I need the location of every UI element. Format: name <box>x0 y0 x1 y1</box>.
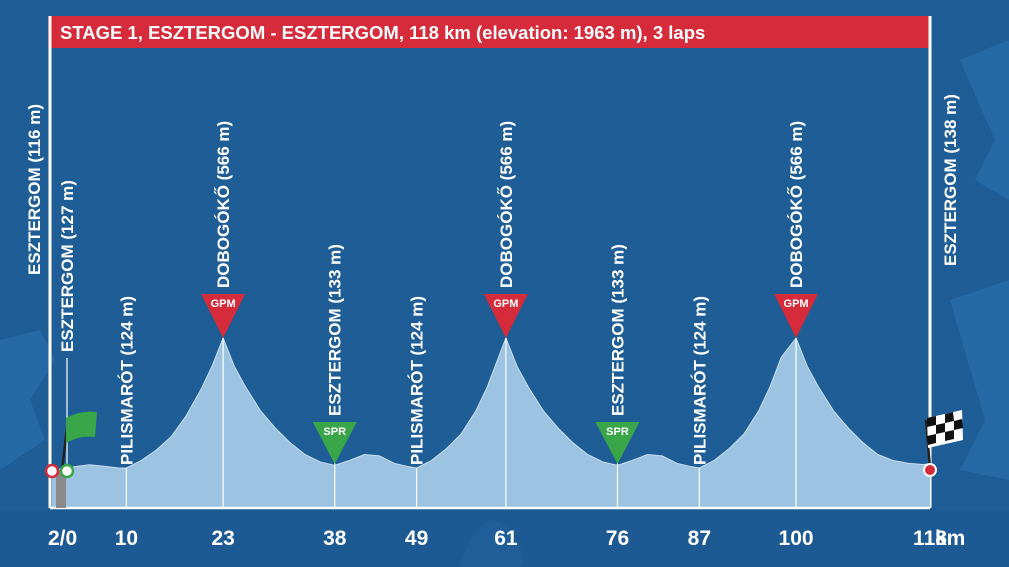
x-tick-label: 61 <box>494 527 518 550</box>
waypoint-5: GPM DOBOGÓKŐ (566 m) <box>483 121 528 508</box>
waypoints: ESZTERGOM (127 m) PILISMARÓT (124 m) GPM DO… <box>58 121 819 508</box>
waypoint-label: DOBOGÓKŐ (566 m) <box>497 121 516 288</box>
gpm-badge-text: GPM <box>211 298 236 310</box>
start-location-label: ESZTERGOM (116 m) <box>25 104 44 275</box>
waypoint-label: PILISMARÓT (124 m) <box>117 296 136 465</box>
chart-title: STAGE 1, ESZTERGOM - ESZTERGOM, 118 km (… <box>60 22 705 43</box>
waypoint-7: PILISMARÓT (124 m) <box>690 296 709 508</box>
waypoint-3: SPR ESZTERGOM (133 m) <box>312 244 357 508</box>
waypoint-label: ESZTERGOM (133 m) <box>326 244 345 416</box>
x-tick-label: 38 <box>323 527 347 550</box>
finish-marker <box>923 410 963 477</box>
gpm-marker-icon <box>201 294 246 338</box>
gpm-marker-icon <box>774 294 819 338</box>
spr-marker-icon <box>312 422 357 464</box>
x-tick-label: 49 <box>405 527 428 550</box>
start-post <box>56 470 66 508</box>
waypoint-label: DOBOGÓKŐ (566 m) <box>787 121 806 288</box>
finish-location-label: ESZTERGOM (138 m) <box>941 94 960 266</box>
x-axis-unit: km <box>935 527 965 550</box>
x-tick-label: 118 <box>913 527 947 550</box>
waypoint-2: GPM DOBOGÓKŐ (566 m) <box>201 121 246 508</box>
waypoint-4: PILISMARÓT (124 m) <box>408 296 427 508</box>
waypoint-label: PILISMARÓT (124 m) <box>408 296 427 465</box>
elevation-profile-area <box>52 338 930 508</box>
x-tick-label: 76 <box>606 527 629 550</box>
start-marker <box>44 411 97 508</box>
waypoint-label: ESZTERGOM (133 m) <box>608 244 627 416</box>
start-green-dot <box>59 463 75 479</box>
x-tick-label: 100 <box>779 527 814 550</box>
gpm-marker-icon <box>483 294 528 338</box>
start-red-dot <box>44 463 60 479</box>
elevation-profile-line <box>51 336 931 471</box>
gpm-badge-text: GPM <box>493 298 518 310</box>
x-tick-label: 87 <box>688 527 711 550</box>
waypoint-1: PILISMARÓT (124 m) <box>117 296 136 508</box>
spr-badge-text: SPR <box>606 426 629 438</box>
waypoint-label: PILISMARÓT (124 m) <box>690 296 709 465</box>
title-banner: STAGE 1, ESZTERGOM - ESZTERGOM, 118 km (… <box>48 16 930 48</box>
finish-dot <box>923 463 937 477</box>
x-tick-label: 23 <box>211 527 234 550</box>
waypoint-6: SPR ESZTERGOM (133 m) <box>595 244 640 508</box>
spr-marker-icon <box>595 422 640 464</box>
x-tick-label: 2/0 <box>48 527 77 550</box>
x-tick-label: 10 <box>115 527 138 550</box>
spr-badge-text: SPR <box>323 426 346 438</box>
checkered-flag-icon <box>927 410 963 448</box>
waypoint-8: GPM DOBOGÓKŐ (566 m) <box>774 121 819 508</box>
waypoint-label: ESZTERGOM (127 m) <box>58 180 77 352</box>
gpm-badge-text: GPM <box>784 298 809 310</box>
waypoint-label: DOBOGÓKŐ (566 m) <box>214 121 233 288</box>
waypoint-0: ESZTERGOM (127 m) <box>58 180 77 465</box>
green-flag-icon <box>66 411 97 443</box>
title-background <box>48 16 930 48</box>
